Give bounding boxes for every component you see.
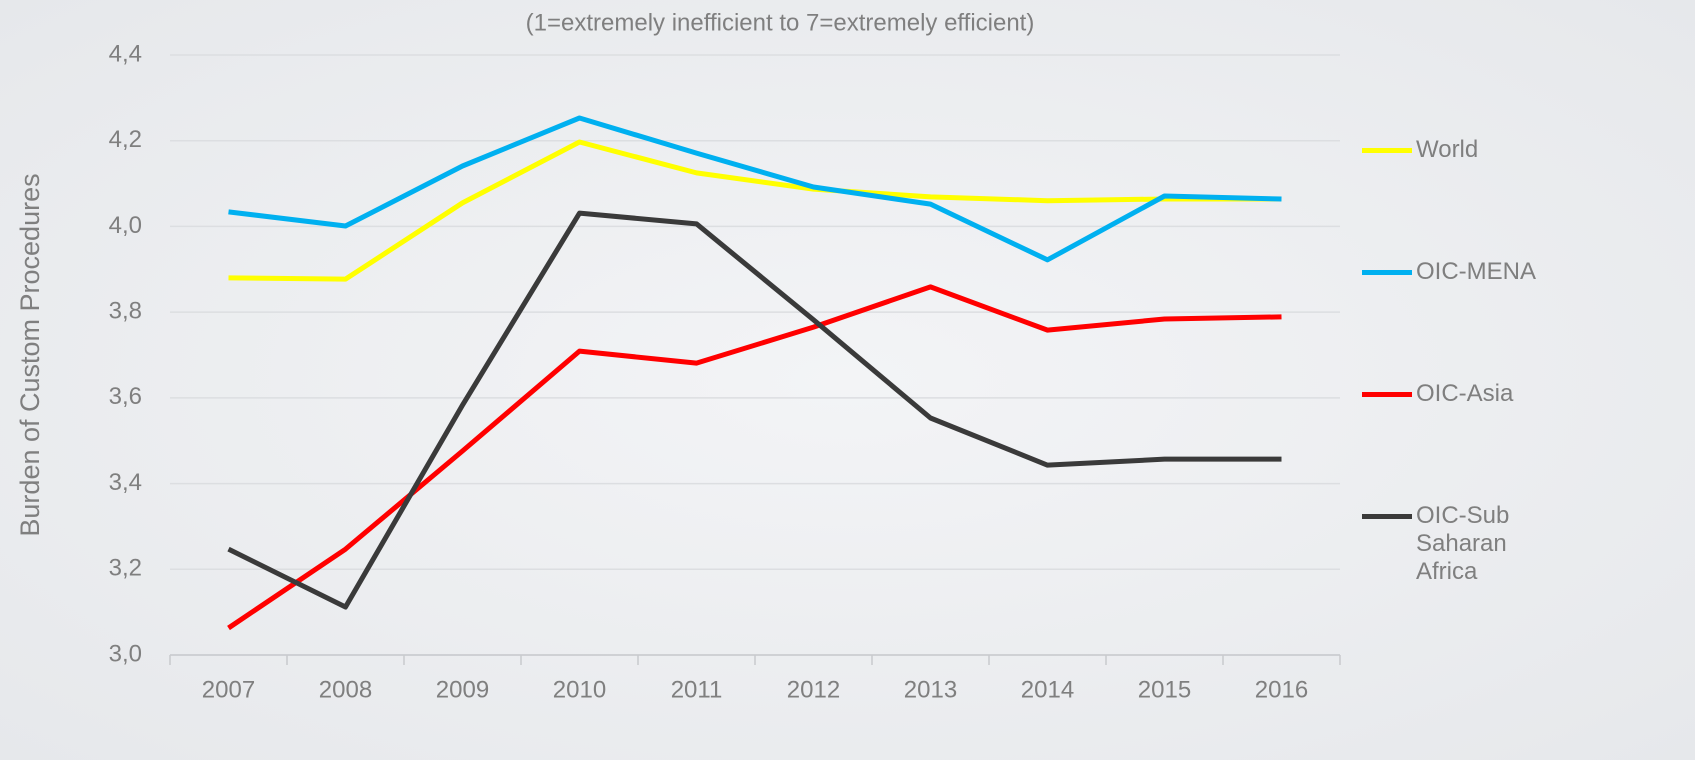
y-tick-label: 3,6	[109, 383, 142, 410]
y-tick-label: 3,2	[109, 555, 142, 582]
legend-item: OIC-Sub Saharan Africa	[1362, 502, 1546, 586]
series-line	[228, 115, 1282, 263]
legend-swatch	[1362, 270, 1412, 275]
legend-item: OIC-Asia	[1362, 380, 1546, 408]
y-tick-label: 3,0	[109, 640, 142, 667]
x-tick-label: 2010	[553, 676, 606, 703]
x-tick-label: 2014	[1021, 676, 1074, 703]
y-tick-label: 3,4	[109, 469, 142, 496]
legend-label: OIC-MENA	[1416, 258, 1536, 285]
x-tick-label: 2009	[436, 676, 489, 703]
y-axis-label: Burden of Custom Procedures	[15, 173, 45, 536]
x-tick-label: 2013	[904, 676, 957, 703]
legend-swatch	[1362, 514, 1412, 519]
legend-swatch	[1362, 148, 1412, 153]
series-line	[228, 139, 1282, 282]
x-tick-label: 2016	[1255, 676, 1308, 703]
x-tick-label: 2012	[787, 676, 840, 703]
legend-item: World	[1362, 136, 1546, 164]
x-tick-label: 2015	[1138, 676, 1191, 703]
legend-label: OIC-Asia	[1416, 380, 1514, 407]
series-line	[227, 210, 1282, 610]
x-tick-label: 2007	[202, 676, 255, 703]
y-tick-label: 4,2	[109, 126, 142, 153]
y-tick-label: 3,8	[109, 297, 142, 324]
x-tick-label: 2008	[319, 676, 372, 703]
chart-subtitle: (1=extremely inefficient to 7=extremely …	[526, 9, 1035, 36]
y-tick-label: 4,0	[109, 212, 142, 239]
x-tick-label: 2011	[671, 676, 723, 703]
legend-label: OIC-Sub Saharan Africa	[1416, 502, 1510, 585]
y-tick-label: 4,4	[109, 40, 142, 67]
legend-item: OIC-MENA	[1362, 258, 1546, 286]
legend-label: World	[1416, 136, 1479, 163]
series-line	[227, 284, 1282, 631]
legend-swatch	[1362, 392, 1412, 397]
